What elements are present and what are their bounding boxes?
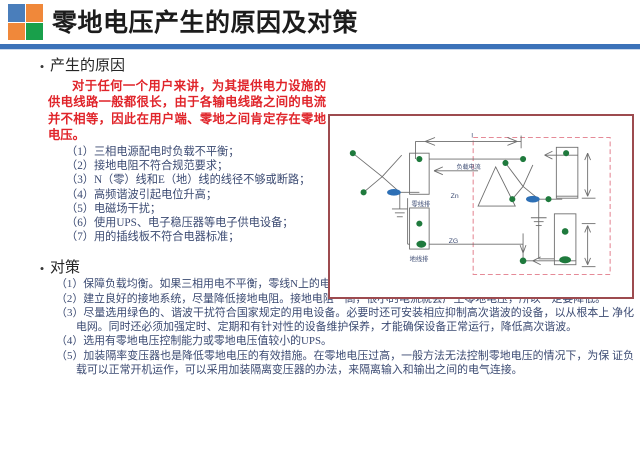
list-item: （3）N（零）线和E（地）线的线径不够或断路；: [66, 174, 311, 187]
node-dot: [520, 156, 527, 163]
node-dot: [416, 220, 423, 227]
list-item: （1）三相电源配电时负载不平衡；: [66, 145, 240, 158]
list-item: （4）选用有零地电压控制能力或零地电压值较小的UPS。: [56, 335, 332, 348]
brand-logo-icon: [8, 4, 43, 40]
list-item: （4）高频谐波引起电位升高；: [66, 188, 218, 201]
node-dot: [561, 228, 569, 235]
diagram-label-load: 负载电流: [457, 163, 481, 171]
node-dot: [559, 256, 572, 264]
node-dot: [360, 189, 367, 196]
node-dot: [416, 240, 427, 248]
node-dot: [545, 196, 552, 203]
section-causes-title: 产生的原因: [50, 58, 126, 74]
diagram-label-zn: Zn: [451, 193, 459, 200]
node-dot: [563, 150, 570, 157]
section-measures-title: 对策: [50, 260, 81, 276]
section-measures: • 对策 （1）保障负载均衡。如果三相用电不平衡，零线N上的电流就会加大，零线N…: [34, 260, 634, 378]
logo-tile-top-left: [8, 4, 25, 22]
measures-list: （1）保障负载均衡。如果三相用电不平衡，零线N上的电流就会加大，零线N两端的电压…: [56, 278, 634, 377]
list-item: （5）加装隔率变压器也是降低零地电压的有效措施。在零地电压过高，一般方法无法控制…: [56, 349, 634, 376]
section-measures-heading: • 对策: [34, 260, 634, 277]
diagram-label-zero-bus: 零线排: [412, 199, 431, 208]
node-dot: [509, 196, 516, 203]
section-causes-heading: • 产生的原因: [34, 58, 334, 75]
node-dot: [502, 159, 509, 166]
bullet-icon: •: [39, 261, 45, 276]
list-item: （2）接地电阻不符合规范要求；: [66, 159, 229, 172]
node-dot: [519, 257, 527, 265]
causes-paragraph: 对于任何一个用户来讲，为其提供电力设施的供电线路一般都很长，由于各输电线路之间的…: [48, 79, 326, 143]
list-item: （6）使用UPS、电子稳压器等电子供电设备；: [66, 217, 294, 230]
logo-tile-bottom-right: [26, 22, 43, 40]
node-dot: [416, 156, 423, 163]
diagram-label-current: I: [471, 133, 473, 140]
list-item: （3）尽量选用绿色的、谐波干扰符合国家规定的用电设备。必要时还可安装相应抑制高次…: [56, 307, 634, 333]
list-item: （7）用的插线板不符合电器标准；: [66, 231, 240, 244]
section-causes: • 产生的原因 对于任何一个用户来讲，为其提供电力设施的供电线路一般都很长，由于…: [34, 58, 334, 245]
diagram-label-zg: ZG: [449, 238, 458, 245]
causes-list: （1）三相电源配电时负载不平衡； （2）接地电阻不符合规范要求； （3）N（零）…: [66, 145, 334, 245]
header-divider-light: [0, 49, 640, 50]
terminal-dot: [387, 188, 401, 196]
logo-tile-top-right: [26, 4, 43, 22]
header-divider: [0, 44, 640, 49]
logo-tile-bottom-left: [8, 22, 25, 40]
page-title: 零地电压产生的原因及对策: [52, 9, 359, 37]
diagram-label-ground-bus: 地线排: [410, 254, 429, 263]
slide-body: • 产生的原因 对于任何一个用户来讲，为其提供电力设施的供电线路一般都很长，由于…: [0, 52, 640, 449]
terminal-dot: [526, 195, 540, 203]
slide-header: 零地电压产生的原因及对策: [0, 0, 640, 50]
circuit-diagram: I 零线排 地线排 负载电流 Zn ZG: [328, 114, 634, 299]
list-item: （5）电磁场干扰；: [66, 202, 162, 215]
node-dot: [349, 150, 356, 157]
bullet-icon: •: [39, 59, 45, 74]
